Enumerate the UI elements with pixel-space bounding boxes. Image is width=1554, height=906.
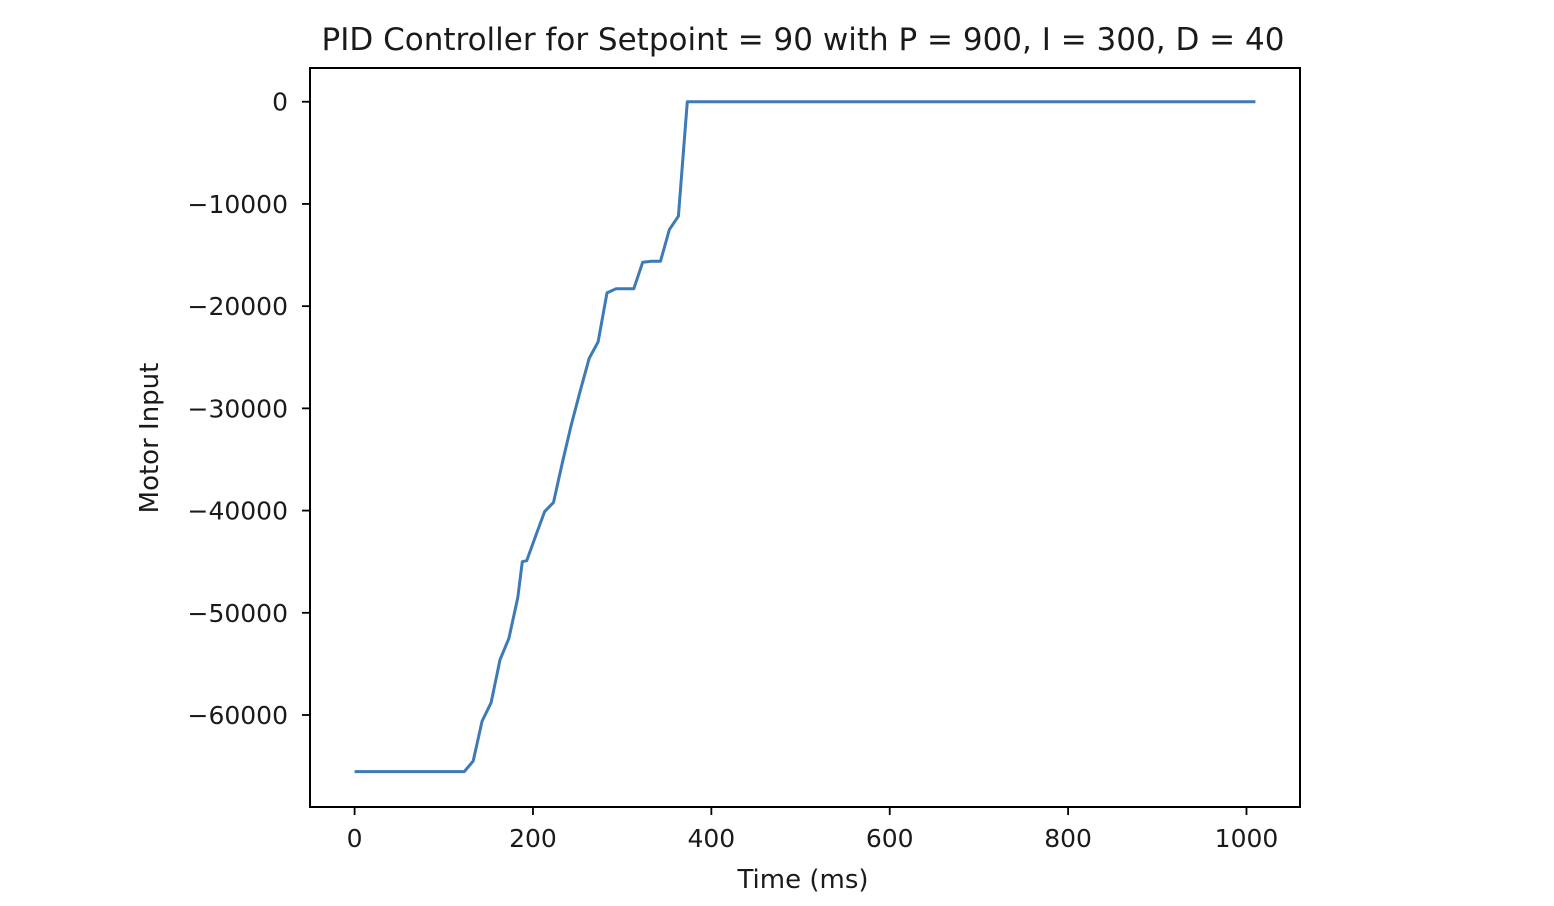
x-tick-label: 800 xyxy=(1044,824,1092,853)
y-axis-label: Motor Input xyxy=(135,363,165,514)
x-tick-label: 1000 xyxy=(1215,824,1279,853)
x-axis: 0 200 400 600 800 1000 xyxy=(347,807,1279,853)
y-tick-label: −10000 xyxy=(188,190,288,219)
x-axis-label: Time (ms) xyxy=(736,865,868,895)
y-tick-label: −20000 xyxy=(188,292,288,321)
y-tick-label: −60000 xyxy=(188,701,288,730)
x-tick-label: 600 xyxy=(866,824,914,853)
series-line xyxy=(354,100,1256,774)
y-tick-label: −30000 xyxy=(188,394,288,423)
y-tick-label: −50000 xyxy=(188,599,288,628)
plot-frame xyxy=(309,67,1301,808)
series-layer xyxy=(354,100,1256,774)
x-tick-label: 400 xyxy=(687,824,735,853)
y-axis: 0 −10000 −20000 −30000 −40000 −50000 −60000 xyxy=(188,88,310,730)
chart-title: PID Controller for Setpoint = 90 with P … xyxy=(322,22,1285,58)
x-tick-label: 200 xyxy=(509,824,557,853)
x-tick-label: 0 xyxy=(347,824,363,853)
y-tick-label: −40000 xyxy=(188,497,288,526)
y-tick-label: 0 xyxy=(272,88,288,117)
